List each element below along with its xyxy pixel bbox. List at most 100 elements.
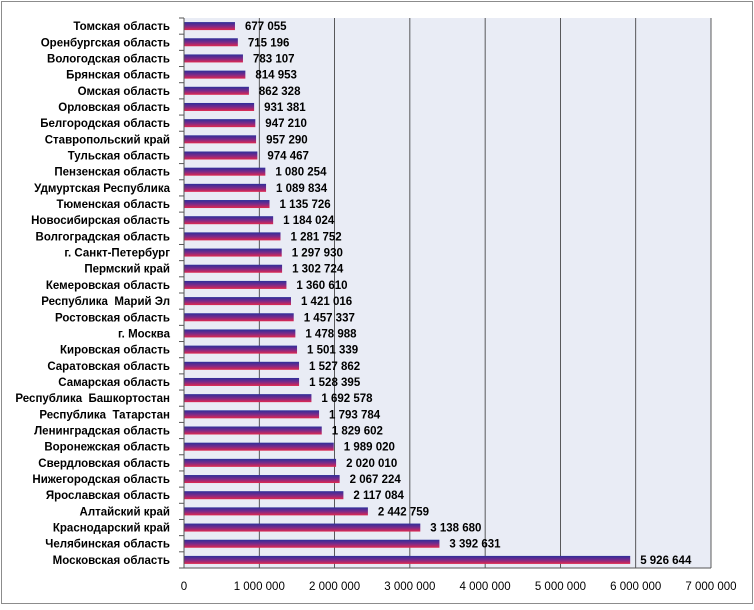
bar	[184, 507, 368, 516]
category-label: Краснодарский край	[53, 523, 170, 535]
bar	[184, 216, 274, 225]
data-label: 2 442 759	[378, 506, 429, 518]
category-label: Саратовская область	[47, 361, 170, 373]
data-label: 1 692 578	[321, 393, 373, 405]
bar	[184, 167, 266, 176]
data-label: 715 196	[248, 37, 290, 49]
bar	[184, 102, 255, 111]
data-label: 3 392 631	[449, 539, 501, 551]
bar	[184, 491, 344, 500]
x-tick-label: 5 000 000	[535, 581, 586, 593]
data-label: 1 302 724	[292, 264, 344, 276]
category-label: Воронежская область	[44, 442, 170, 454]
data-label: 1 478 988	[305, 328, 357, 340]
bar	[184, 119, 256, 128]
bar	[184, 248, 282, 257]
data-label: 1 501 339	[307, 345, 358, 357]
x-tick-label: 1 000 000	[234, 581, 285, 593]
bar	[184, 377, 300, 386]
bar	[184, 54, 243, 63]
category-label: Нижегородская область	[32, 474, 170, 486]
bar	[184, 539, 440, 548]
data-label: 1 089 834	[276, 183, 328, 195]
category-label: Волгоградская область	[36, 231, 170, 243]
bar	[184, 410, 320, 419]
category-label: Тюменская область	[57, 199, 170, 211]
data-label: 1 080 254	[275, 167, 327, 179]
bar	[184, 135, 257, 144]
category-label: Республика Башкортостан	[15, 393, 170, 405]
data-label: 957 290	[266, 134, 308, 146]
bar	[184, 555, 631, 564]
bar	[184, 86, 249, 95]
category-label: Вологодская область	[47, 53, 170, 65]
category-label: Республика Татарстан	[39, 409, 170, 421]
category-label: Свердловская область	[38, 458, 170, 470]
x-tick-label: 3 000 000	[384, 581, 435, 593]
value-labels: 677 055 715 196 783 107 814 953 862 328 931 3…	[245, 21, 692, 567]
category-label: Пермский край	[84, 264, 170, 276]
data-label: 1 829 602	[332, 426, 383, 438]
category-label: Республика Марий Эл	[41, 296, 170, 308]
bar	[184, 345, 298, 354]
data-label: 1 360 610	[296, 280, 347, 292]
category-label: Кировская область	[60, 345, 170, 357]
category-label: г. Москва	[118, 328, 171, 340]
x-tick-label: 7 000 000	[685, 581, 736, 593]
category-label: Ленинградская область	[34, 426, 170, 438]
category-label: Пензенская область	[54, 167, 170, 179]
data-label: 862 328	[259, 86, 301, 98]
data-label: 1 793 784	[329, 409, 381, 421]
bar	[184, 442, 334, 451]
x-tick-label: 4 000 000	[460, 581, 511, 593]
data-label: 2 067 224	[350, 474, 402, 486]
data-label: 1 281 752	[290, 231, 341, 243]
bar	[184, 361, 300, 370]
data-label: 2 020 010	[346, 458, 397, 470]
x-tick-label: 6 000 000	[610, 581, 661, 593]
category-label: Московская область	[53, 555, 170, 567]
category-label: Омская область	[78, 86, 170, 98]
data-label: 3 138 680	[430, 523, 481, 535]
data-label: 783 107	[253, 53, 295, 65]
bar	[184, 232, 281, 241]
bar	[184, 297, 291, 306]
category-label: Кемеровская область	[46, 280, 170, 292]
data-label: 1 297 930	[292, 248, 343, 260]
bar	[184, 38, 238, 47]
bar	[184, 280, 287, 289]
x-tick-label: 0	[181, 581, 187, 593]
bar	[184, 200, 270, 209]
data-label: 947 210	[265, 118, 307, 130]
category-label: Ярославская область	[46, 490, 170, 502]
bar	[184, 264, 283, 273]
category-label: Оренбургская область	[41, 37, 170, 49]
data-label: 5 926 644	[640, 555, 692, 567]
plot-area	[184, 18, 711, 568]
data-label: 1 989 020	[344, 442, 395, 454]
category-label: Ростовская область	[55, 312, 170, 324]
data-label: 931 381	[264, 102, 306, 114]
axes	[179, 17, 711, 569]
category-label: Удмуртская Республика	[34, 183, 170, 195]
x-tick-label: 2 000 000	[309, 581, 360, 593]
category-label: Алтайский край	[80, 506, 170, 518]
data-label: 1 184 024	[283, 215, 335, 227]
category-labels: Томская область Оренбургская область Волог…	[15, 21, 170, 567]
bar	[184, 475, 340, 484]
bar	[184, 394, 312, 403]
category-label: Самарская область	[58, 377, 170, 389]
bar	[184, 151, 258, 160]
bar	[184, 458, 337, 467]
data-label: 677 055	[245, 21, 287, 33]
data-label: 2 117 084	[353, 490, 404, 502]
category-label: Томская область	[73, 21, 170, 33]
category-label: Новосибирская область	[31, 215, 170, 227]
category-label: Тульская область	[68, 151, 170, 163]
category-label: Ставропольский край	[45, 134, 170, 146]
bar	[184, 70, 246, 79]
data-label: 1 457 337	[304, 312, 355, 324]
bar	[184, 313, 294, 322]
bar	[184, 183, 267, 192]
x-tick-labels: 0 1 000 000 2 000 000 3 000 000 4 000 000 5 0…	[181, 581, 737, 593]
